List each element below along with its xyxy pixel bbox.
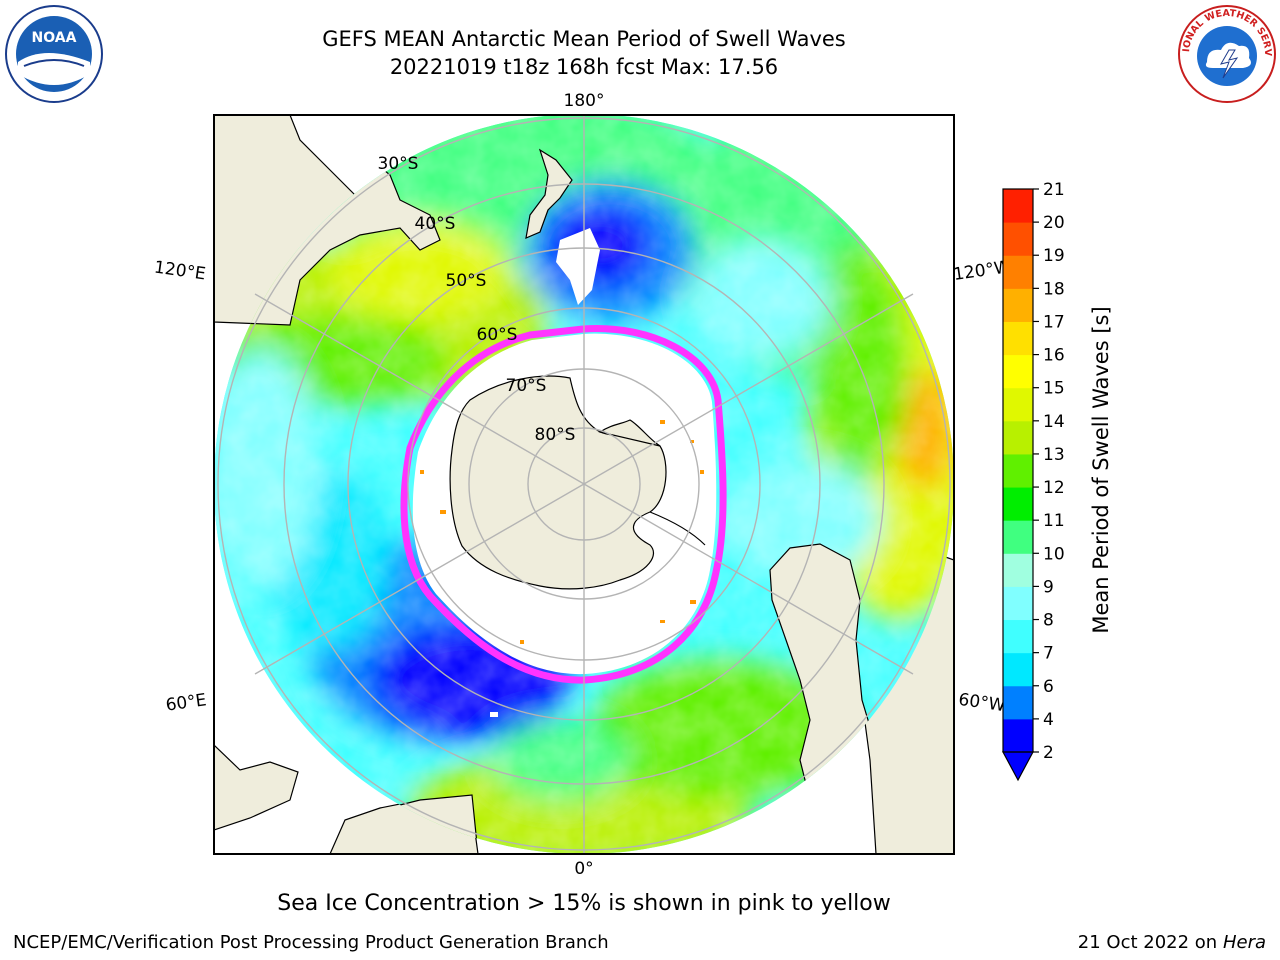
colorbar-bin	[1003, 586, 1033, 621]
colorbar-tick-label: 17	[1043, 312, 1065, 332]
footer-credit: NCEP/EMC/Verification Post Processing Pr…	[13, 932, 609, 953]
colorbar-bin	[1003, 255, 1033, 289]
sea-ice-note: Sea Ice Concentration > 15% is shown in …	[277, 891, 891, 916]
colorbar-tick-label: 9	[1043, 577, 1054, 597]
lat-label-70s: 70°S	[506, 376, 547, 396]
colorbar-bin	[1003, 189, 1033, 223]
colorbar-bin	[1003, 718, 1033, 753]
colorbar-tick-label: 18	[1043, 279, 1065, 299]
noaa-logo-text: NOAA	[32, 30, 77, 46]
colorbar-tick-label: 16	[1043, 346, 1065, 366]
colorbar-tick-label: 2	[1043, 743, 1054, 763]
colorbar-tick-label: 6	[1043, 677, 1054, 697]
nws-logo: NATIONAL WEATHER SERVICE	[1177, 4, 1276, 103]
graticule	[217, 115, 951, 854]
lat-label-30s: 30°S	[378, 154, 419, 174]
colorbar-ticks: 2 4 6 7 8 9 10 11 12 13 14 15 16 17 18 19 20 21	[1033, 180, 1065, 763]
lat-label-80s: 80°S	[535, 425, 576, 445]
colorbar-bin	[1003, 321, 1033, 356]
colorbar-tick-label: 11	[1043, 511, 1065, 531]
colorbar-tick-label: 15	[1043, 379, 1065, 399]
colorbar-bin	[1003, 520, 1033, 554]
footer-date: 21 Oct 2022 on Hera	[1078, 932, 1266, 953]
lon-label-180: 180°	[564, 91, 605, 111]
colorbar-bin	[1003, 420, 1033, 455]
lon-label-60e: 60°E	[165, 690, 208, 715]
colorbar-bin	[1003, 652, 1033, 687]
colorbar-bin	[1003, 354, 1033, 389]
lat-label-50s: 50°S	[446, 271, 487, 291]
map-title: GEFS MEAN Antarctic Mean Period of Swell…	[322, 27, 846, 51]
colorbar-extend-min	[1001, 751, 1035, 782]
colorbar-tick-label: 20	[1043, 213, 1065, 233]
lon-label-120e: 120°E	[153, 257, 207, 284]
colorbar-tick-label: 13	[1043, 445, 1065, 465]
colorbar-bins	[1003, 189, 1033, 753]
map-area	[214, 115, 954, 854]
colorbar-tick-label: 10	[1043, 544, 1065, 564]
colorbar-bin	[1003, 553, 1033, 587]
colorbar-bin	[1003, 222, 1033, 256]
colorbar-label: Mean Period of Swell Waves [s]	[1089, 306, 1113, 633]
footer-host: Hera	[1222, 932, 1266, 953]
noaa-logo: NOAA	[5, 5, 103, 103]
colorbar-tick-label: 14	[1043, 412, 1065, 432]
colorbar-outline	[1002, 188, 1034, 753]
colorbar-tick-label: 19	[1043, 246, 1065, 266]
colorbar-bin	[1003, 387, 1033, 422]
lat-label-40s: 40°S	[415, 214, 456, 234]
colorbar-bin	[1003, 288, 1033, 322]
colorbar: 2 4 6 7 8 9 10 11 12 13 14 15 16 17 18 19 20 21 Mean Peri…	[1001, 180, 1113, 782]
colorbar-bin	[1003, 487, 1033, 521]
lon-label-0: 0°	[574, 859, 593, 879]
map-frame	[213, 114, 955, 855]
colorbar-tick-label: 7	[1043, 644, 1054, 664]
antarctica	[449, 375, 706, 590]
sea-ice-flecks	[420, 420, 704, 644]
colorbar-bin	[1003, 619, 1033, 654]
colorbar-bin	[1003, 685, 1033, 720]
colorbar-bin	[1003, 453, 1033, 488]
colorbar-tick-label: 12	[1043, 478, 1065, 498]
colorbar-tick-label: 8	[1043, 611, 1054, 631]
map-subtitle: 20221019 t18z 168h fcst Max: 17.56	[389, 55, 779, 79]
lat-label-60s: 60°S	[477, 325, 518, 345]
footer-date-text: 21 Oct 2022 on	[1077, 932, 1223, 953]
colorbar-tick-label: 4	[1043, 710, 1054, 730]
colorbar-tick-label: 21	[1043, 180, 1065, 200]
sea-ice-edge	[400, 324, 727, 684]
